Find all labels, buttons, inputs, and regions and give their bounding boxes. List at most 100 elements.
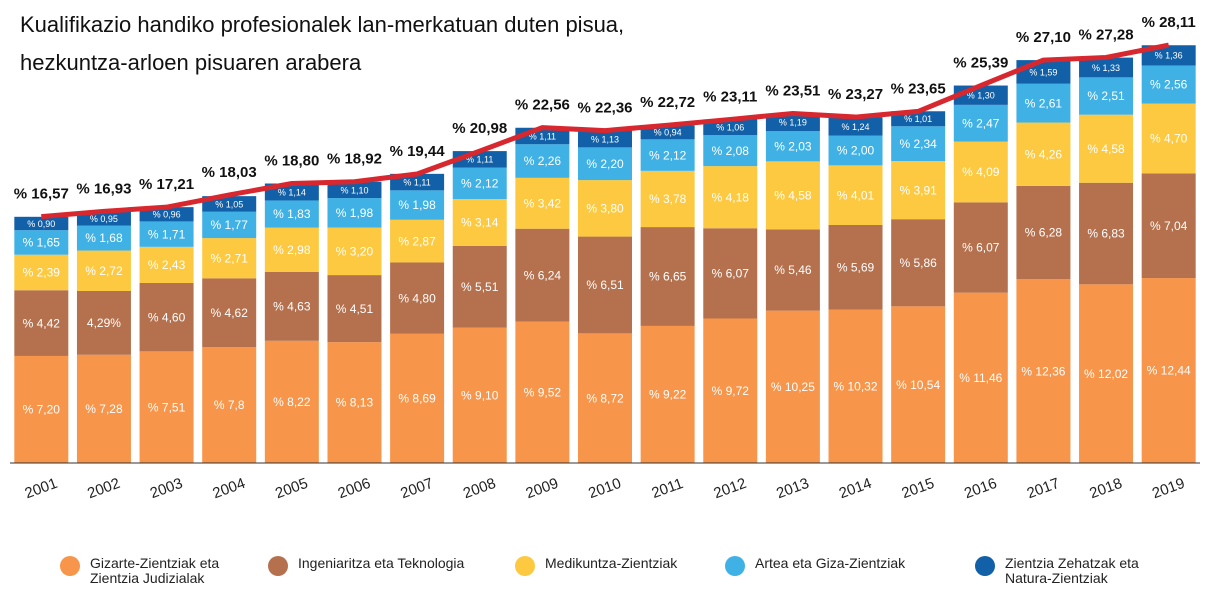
value-label: % 4,58 xyxy=(774,189,812,203)
value-label: % 1,11 xyxy=(403,177,430,187)
value-label: % 5,69 xyxy=(837,260,875,274)
value-label: % 8,72 xyxy=(586,391,624,405)
x-tick-label: 2016 xyxy=(962,475,999,502)
x-tick-label: 2001 xyxy=(23,475,60,502)
value-label: % 1,06 xyxy=(716,123,744,133)
bar-segment xyxy=(1079,77,1134,115)
value-label: % 1,98 xyxy=(336,206,374,220)
value-label: % 1,36 xyxy=(1155,51,1183,61)
bar-segment xyxy=(1016,122,1071,186)
value-label: % 5,86 xyxy=(899,256,937,270)
value-label: % 0,96 xyxy=(153,210,181,220)
value-label: % 6,24 xyxy=(524,268,562,282)
value-label: % 2,26 xyxy=(524,154,562,168)
legend-swatch xyxy=(515,556,535,576)
value-label: % 12,44 xyxy=(1147,364,1191,378)
bar-segment xyxy=(452,245,507,328)
value-label: % 12,02 xyxy=(1084,367,1128,381)
bar-segment xyxy=(76,250,131,291)
legend-swatch xyxy=(975,556,995,576)
bar-segment xyxy=(1079,284,1134,463)
value-label: % 5,51 xyxy=(461,280,499,294)
bar-segment xyxy=(703,135,758,167)
x-tick-label: 2006 xyxy=(336,475,373,502)
legend-item: Medikuntza-Zientziak xyxy=(515,556,695,576)
x-tick-label: 2003 xyxy=(148,475,185,502)
value-label: % 2,43 xyxy=(148,258,186,272)
legend-label: Artea eta Giza-Zientziak xyxy=(755,555,906,571)
bar-segment xyxy=(264,271,319,341)
value-label: % 2,12 xyxy=(649,148,687,162)
chart: % 7,20 % 4,42 % 2,39 % 1,65 % 0,90 % 7,28 4,29… xyxy=(10,14,1200,502)
bar-segment xyxy=(578,333,632,463)
value-label: % 7,04 xyxy=(1150,219,1188,233)
bar-segment xyxy=(703,119,758,136)
bar-segment xyxy=(640,227,695,326)
value-label: % 9,10 xyxy=(461,389,499,403)
x-tick-label: 2019 xyxy=(1150,475,1187,502)
bar-segment xyxy=(953,202,1008,293)
total-label: % 16,57 xyxy=(14,186,69,203)
value-label: % 3,78 xyxy=(649,192,687,206)
x-tick-label: 2012 xyxy=(711,475,748,502)
bar-segment xyxy=(202,211,257,239)
bar-segment xyxy=(139,351,194,463)
bar-segment xyxy=(578,180,632,237)
bar-segment xyxy=(515,228,570,322)
x-tick-label: 2018 xyxy=(1087,475,1124,502)
bar-segment xyxy=(765,113,820,132)
value-label: % 7,8 xyxy=(214,398,245,412)
bar-segment xyxy=(640,139,695,171)
bar-segment xyxy=(828,117,883,136)
value-label: % 4,26 xyxy=(1025,147,1063,161)
value-label: % 1,01 xyxy=(904,114,932,124)
value-label: % 1,71 xyxy=(148,227,186,241)
value-label: % 9,72 xyxy=(712,384,750,398)
x-tick-label: 2017 xyxy=(1025,475,1062,502)
value-label: % 6,28 xyxy=(1025,226,1063,240)
value-label: % 8,69 xyxy=(398,392,436,406)
x-tick-label: 2010 xyxy=(586,475,623,502)
bar-segment xyxy=(891,126,946,162)
bar-segment xyxy=(828,224,883,310)
value-label: % 2,20 xyxy=(586,157,624,171)
value-label: % 4,42 xyxy=(23,316,61,330)
bar-segment xyxy=(202,238,257,279)
bar-segment xyxy=(202,347,257,463)
bar-segment xyxy=(76,354,131,463)
bar-segment xyxy=(1141,65,1196,104)
bar-segment xyxy=(578,236,632,334)
bar-segment xyxy=(327,342,382,463)
legend-swatch xyxy=(268,556,288,576)
value-label: % 2,56 xyxy=(1150,78,1188,92)
bar-segment xyxy=(515,144,570,178)
total-label: % 27,10 xyxy=(1016,29,1071,46)
legend-item: Gizarte-Zientziak eta Zientzia Judiziala… xyxy=(60,556,250,586)
bar-segment xyxy=(1016,279,1071,463)
value-label: % 9,52 xyxy=(524,385,562,399)
bar-segment xyxy=(14,230,69,255)
total-label: % 28,11 xyxy=(1142,14,1196,31)
bar-segment xyxy=(891,219,946,307)
value-label: % 2,00 xyxy=(837,144,875,158)
bar-segment xyxy=(202,278,257,348)
x-tick-label: 2007 xyxy=(398,475,435,502)
x-tick-label: 2015 xyxy=(899,475,936,502)
bar-segment xyxy=(390,219,445,263)
value-label: % 6,07 xyxy=(712,267,750,281)
value-label: % 1,33 xyxy=(1092,63,1120,73)
value-label: % 4,18 xyxy=(712,190,750,204)
value-label: % 2,71 xyxy=(211,251,249,265)
value-label: % 3,20 xyxy=(336,244,374,258)
value-label: % 1,14 xyxy=(278,187,306,197)
value-label: % 1,11 xyxy=(529,131,556,141)
bar-segment xyxy=(1141,173,1196,279)
total-label: % 25,39 xyxy=(953,55,1008,72)
bar-segment xyxy=(828,309,883,463)
bar-segment xyxy=(264,340,319,463)
bar-segment xyxy=(1016,185,1071,280)
bar-segment xyxy=(139,246,194,283)
value-label: % 1,77 xyxy=(211,218,249,232)
bar-segment xyxy=(1079,182,1134,285)
legend-label: Zientzia Zehatzak eta Natura-Zientziak xyxy=(1005,555,1139,586)
